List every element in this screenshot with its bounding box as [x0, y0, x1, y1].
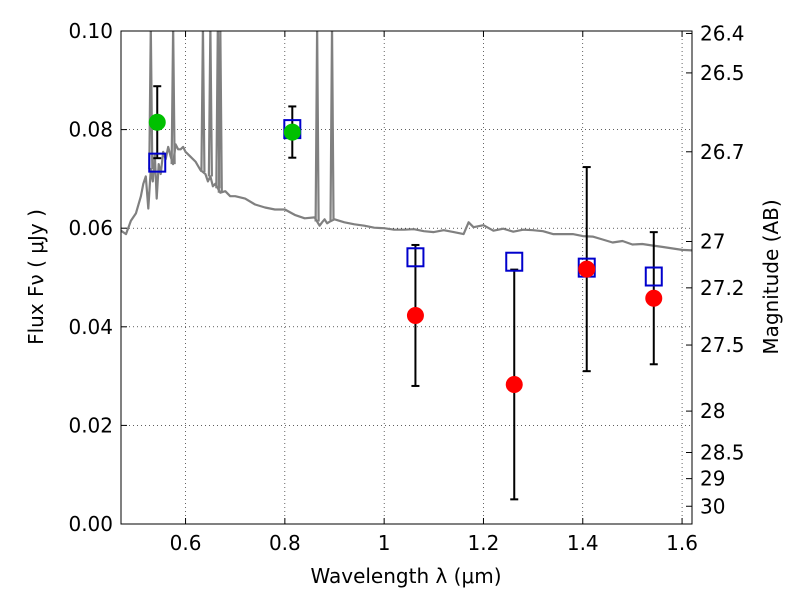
x-tick-label: 1 — [378, 531, 391, 555]
spectrum-spike — [314, 31, 320, 222]
y2-tick-label: 28 — [700, 399, 725, 423]
x-tick-label: 1.4 — [567, 531, 599, 555]
y2-tick-label: 26.7 — [700, 140, 745, 164]
y2-tick-label: 26.5 — [700, 61, 745, 85]
spectrum-spike — [217, 31, 223, 193]
model-photometry-point — [505, 251, 524, 272]
model-photometry-point — [406, 247, 425, 268]
tick-labels: 0.6 0.8 1 1.2 1.4 1.6 0.00 0.02 0.04 0.06 0.08 0.10… — [68, 19, 744, 555]
y-tick-label: 0.00 — [68, 512, 113, 536]
y2-tick-label: 27.2 — [700, 276, 745, 300]
y2-tick-label: 27 — [700, 230, 725, 254]
model-photometry-layer — [148, 119, 663, 287]
y-tick-label: 0.02 — [68, 413, 113, 437]
x-axis-title: Wavelength λ (μm) — [310, 564, 501, 588]
spectrum-spike — [329, 31, 335, 221]
y2-tick-label: 27.5 — [700, 333, 745, 357]
observed-points-layer — [148, 113, 663, 393]
y2-axis-title: Magnitude (AB) — [759, 199, 783, 354]
plot-frame — [120, 30, 693, 525]
x-tick-label: 1.6 — [666, 531, 698, 555]
y-tick-label: 0.08 — [68, 118, 113, 142]
y-tick-label: 0.06 — [68, 216, 113, 240]
grid — [121, 31, 692, 524]
x-tick-label: 0.6 — [170, 531, 202, 555]
y2-tick-label: 30 — [700, 494, 725, 518]
y-tick-label: 0.04 — [68, 315, 113, 339]
spectrum-spike — [148, 31, 154, 170]
y2-tick-label: 29 — [700, 467, 725, 491]
x-tick-label: 1.2 — [468, 531, 500, 555]
observed-point — [505, 375, 523, 393]
ticks — [121, 30, 692, 525]
spectrum-spike — [207, 31, 213, 177]
spectrum-spike — [170, 31, 176, 165]
observed-point — [148, 113, 166, 131]
observed-point — [283, 123, 301, 141]
model-photometry-point — [148, 152, 167, 173]
y2-tick-label: 28.5 — [700, 441, 745, 465]
x-tick-label: 0.8 — [269, 531, 301, 555]
y-axis-title: Flux Fν ( μJy ) — [24, 209, 48, 345]
model-photometry-point — [644, 266, 663, 287]
y-tick-label: 0.10 — [68, 19, 113, 43]
spectrum-layer — [121, 31, 692, 252]
y2-tick-label: 26.4 — [700, 21, 745, 45]
observed-point — [645, 289, 663, 307]
spectrum-line — [121, 143, 692, 252]
observed-point — [578, 260, 596, 278]
errorbar-layer — [153, 85, 658, 501]
spectrum-spike — [200, 31, 206, 173]
observed-point — [406, 306, 424, 324]
